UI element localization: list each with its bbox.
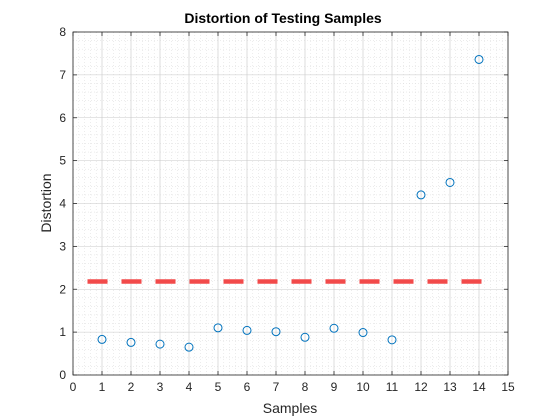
x-tick-label: 1 (99, 380, 106, 394)
x-axis-label: Samples (263, 400, 317, 416)
data-points (97, 54, 484, 352)
x-tick-label: 12 (414, 380, 428, 394)
data-point (387, 335, 397, 345)
x-tick-label: 11 (386, 380, 399, 394)
x-tick-label: 5 (215, 380, 222, 394)
x-tick-label: 7 (273, 380, 280, 394)
y-tick-label: 8 (59, 25, 66, 39)
x-tick-label: 13 (443, 380, 457, 394)
data-point (213, 323, 223, 333)
y-tick-label: 4 (59, 197, 66, 211)
data-point (97, 334, 107, 344)
x-tick-label: 2 (128, 380, 135, 394)
x-tick-label: 4 (186, 380, 193, 394)
data-point (126, 337, 136, 347)
y-tick-label: 0 (59, 368, 66, 382)
x-tick-label: 15 (501, 380, 515, 394)
chart-title: Distortion of Testing Samples (184, 10, 382, 26)
y-tick-label: 2 (59, 282, 66, 296)
y-tick-label: 1 (59, 325, 66, 339)
x-axis-ticks: 0 1 2 3 4 5 6 7 8 9 10 11 12 13 14 15 (70, 32, 515, 394)
data-point (445, 177, 455, 187)
y-tick-label: 3 (59, 239, 66, 253)
y-axis-label: Distortion (38, 173, 54, 232)
x-tick-label: 14 (472, 380, 486, 394)
data-point (329, 323, 339, 333)
data-point (155, 339, 165, 349)
y-tick-label: 7 (59, 68, 66, 82)
data-point (242, 325, 252, 335)
y-tick-label: 6 (59, 111, 66, 125)
x-tick-label: 0 (70, 380, 77, 394)
data-point (416, 190, 426, 200)
data-point (184, 342, 194, 352)
data-point (358, 328, 368, 338)
y-axis-ticks: 0 1 2 3 4 5 6 7 8 (59, 25, 508, 382)
x-tick-label: 6 (244, 380, 251, 394)
y-tick-label: 5 (59, 154, 66, 168)
x-tick-label: 3 (157, 380, 164, 394)
x-tick-label: 10 (356, 380, 370, 394)
data-point (271, 327, 281, 337)
x-tick-label: 8 (302, 380, 309, 394)
data-point (300, 332, 310, 342)
data-point (474, 54, 484, 64)
x-tick-label: 9 (331, 380, 338, 394)
